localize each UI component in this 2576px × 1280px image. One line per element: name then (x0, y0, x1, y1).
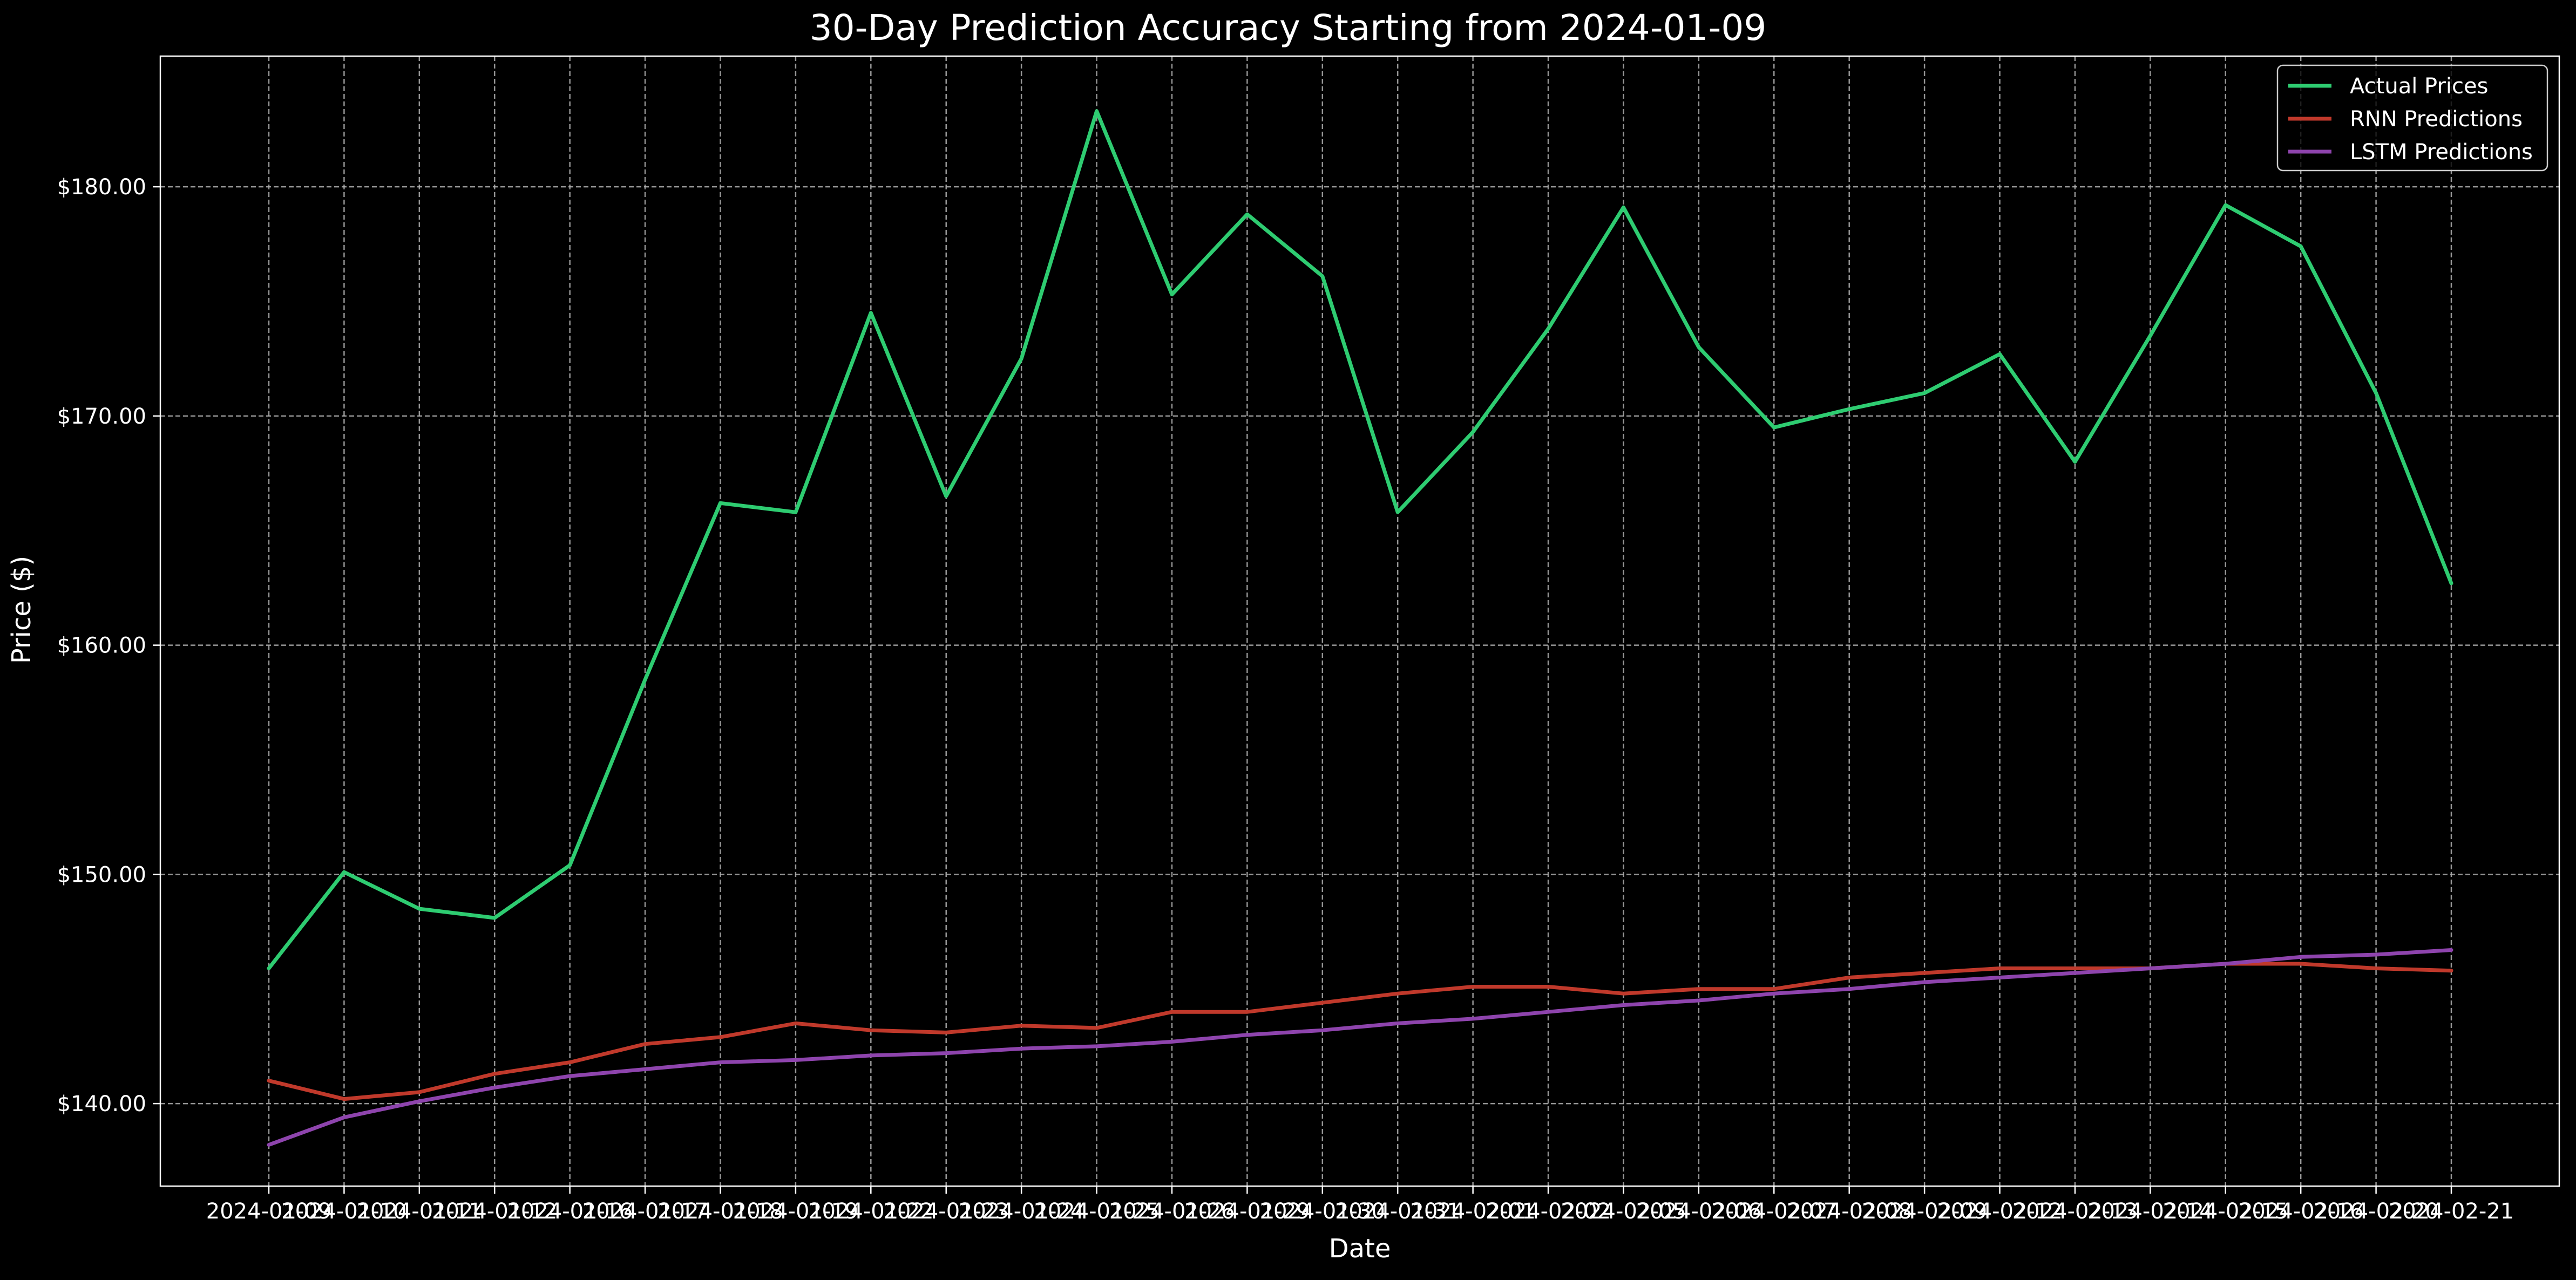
legend-box (2276, 64, 2548, 172)
x-tick-label: 2024-01-29 (1184, 1199, 1310, 1224)
y-axis-label: Price ($) (6, 556, 37, 664)
x-tick-label: 2024-02-06 (1636, 1199, 1761, 1224)
lstm-predictions-legend-label: LSTM Predictions (2350, 140, 2533, 165)
rnn-predictions-legend-label: RNN Predictions (2350, 107, 2523, 132)
x-tick-label: 2024-01-19 (733, 1199, 858, 1224)
x-tick-label: 2024-01-25 (1034, 1199, 1159, 1224)
x-tick-label: 2024-02-20 (2313, 1199, 2438, 1224)
x-tick-label: 2024-02-08 (1786, 1199, 1911, 1224)
x-tick-label: 2024-02-16 (2238, 1199, 2363, 1224)
y-tick-label: $170.00 (57, 404, 146, 429)
x-tick-label: 2024-02-05 (1561, 1199, 1686, 1224)
y-tick-label: $140.00 (57, 1092, 146, 1116)
x-tick-label: 2024-01-18 (657, 1199, 783, 1224)
y-tick-label: $160.00 (57, 634, 146, 658)
x-axis-label: Date (1329, 1234, 1391, 1264)
x-tick-label: 2024-01-26 (1109, 1199, 1235, 1224)
chart-title: 30-Day Prediction Accuracy Starting from… (810, 7, 1767, 49)
actual-prices-legend-label: Actual Prices (2350, 74, 2488, 99)
x-tick-label: 2024-01-10 (281, 1199, 406, 1224)
tick-labels: 2024-01-092024-01-102024-01-112024-01-12… (57, 175, 2514, 1224)
actual-prices-line (267, 109, 2453, 970)
x-tick-label: 2024-02-07 (1711, 1199, 1836, 1224)
x-tick-label: 2024-02-01 (1410, 1199, 1535, 1224)
grid-lines (160, 56, 2559, 1186)
series-lines (267, 109, 2453, 1147)
x-tick-label: 2024-01-23 (883, 1199, 1008, 1224)
x-tick-label: 2024-02-15 (2163, 1199, 2288, 1224)
lstm-predictions-line (267, 948, 2453, 1147)
y-tick-label: $150.00 (57, 862, 146, 887)
x-tick-label: 2024-02-21 (2389, 1199, 2514, 1224)
x-tick-label: 2024-01-17 (582, 1199, 708, 1224)
x-tick-label: 2024-01-12 (432, 1199, 557, 1224)
x-tick-label: 2024-02-13 (2012, 1199, 2138, 1224)
x-tick-label: 2024-01-16 (507, 1199, 632, 1224)
y-tick-label: $180.00 (57, 175, 146, 200)
x-tick-label: 2024-01-30 (1260, 1199, 1385, 1224)
rnn-predictions-line (267, 962, 2453, 1101)
x-tick-label: 2024-01-31 (1335, 1199, 1460, 1224)
x-tick-label: 2024-02-02 (1486, 1199, 1611, 1224)
legend: Actual Prices RNN Predictions LSTM Predict… (2276, 64, 2548, 172)
x-tick-label: 2024-01-11 (357, 1199, 482, 1224)
x-tick-label: 2024-02-12 (1937, 1199, 2062, 1224)
plot-frame (159, 55, 2560, 1187)
x-tick-label: 2024-02-14 (2087, 1199, 2213, 1224)
x-tick-label: 2024-01-24 (959, 1199, 1084, 1224)
axes (153, 55, 2560, 1194)
x-tick-label: 2024-01-09 (206, 1199, 331, 1224)
x-tick-label: 2024-02-09 (1862, 1199, 1987, 1224)
x-tick-label: 2024-01-22 (808, 1199, 933, 1224)
